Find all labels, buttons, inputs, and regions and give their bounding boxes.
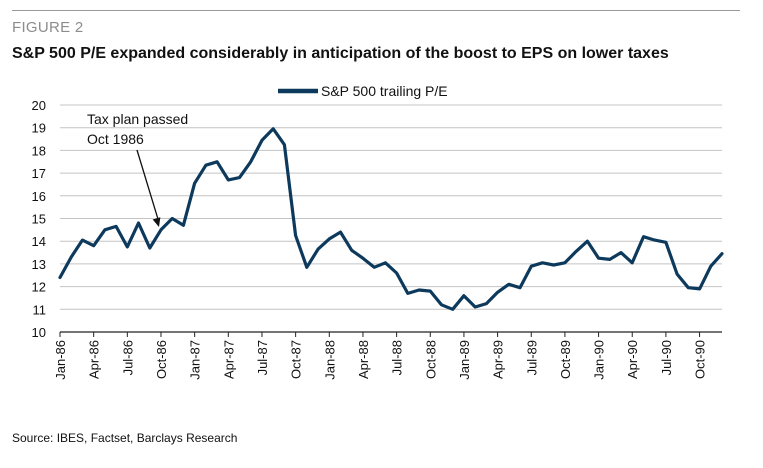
x-tick-label: Jan-89 xyxy=(457,340,472,380)
x-tick-label: Oct-90 xyxy=(693,340,708,379)
x-tick-label: Oct-89 xyxy=(558,340,573,379)
annotation-text: Tax plan passed xyxy=(87,111,188,127)
annotation-arrow-shaft xyxy=(136,149,159,220)
x-tick-label: Jul-90 xyxy=(659,340,674,375)
top-rule xyxy=(12,10,740,11)
x-tick-label: Jul-87 xyxy=(255,340,270,375)
axes: 10 11 12 13 14 15 16 17 18 19 20 Jan-86 Apr-86 Jul-86… xyxy=(32,98,722,380)
x-tick-label: Jan-88 xyxy=(322,340,337,380)
annotation-arrow-head xyxy=(152,217,161,228)
x-tick-label: Jul-88 xyxy=(390,340,405,375)
y-tick-label: 12 xyxy=(32,280,46,295)
legend-label: S&P 500 trailing P/E xyxy=(321,83,448,99)
legend: S&P 500 trailing P/E xyxy=(278,83,448,99)
figure-title: S&P 500 P/E expanded considerably in ant… xyxy=(12,45,669,62)
x-tick-label: Oct-86 xyxy=(154,340,169,379)
x-tick-label: Jul-89 xyxy=(524,340,539,375)
y-tick-label: 17 xyxy=(32,166,46,181)
series-line-0 xyxy=(58,127,724,311)
x-tick-label: Oct-87 xyxy=(289,340,304,379)
x-tick-label: Apr-88 xyxy=(356,340,371,379)
x-tick-label: Jan-87 xyxy=(188,340,203,380)
source-note: Source: IBES, Factset, Barclays Research xyxy=(12,431,238,445)
y-tick-label: 19 xyxy=(32,121,46,136)
annotation-text: Oct 1986 xyxy=(87,131,144,147)
x-tick-label: Apr-87 xyxy=(221,340,236,379)
y-tick-label: 13 xyxy=(32,257,46,272)
y-tick-label: 15 xyxy=(32,212,46,227)
annotation: Tax plan passed Oct 1986 xyxy=(87,111,188,228)
x-tick-label: Apr-86 xyxy=(87,340,102,379)
y-tick-label: 10 xyxy=(32,325,46,340)
x-tick-label: Jan-90 xyxy=(592,340,607,380)
x-tick-label: Apr-89 xyxy=(491,340,506,379)
x-tick-label: Oct-88 xyxy=(423,340,438,379)
y-tick-label: 20 xyxy=(32,98,46,113)
x-tick-label: Jan-86 xyxy=(53,340,68,380)
x-tick-label: Jul-86 xyxy=(120,340,135,375)
x-tick-label: Apr-90 xyxy=(625,340,640,379)
y-tick-label: 11 xyxy=(33,302,47,317)
y-tick-label: 14 xyxy=(32,234,46,249)
figure-label: FIGURE 2 xyxy=(12,19,84,36)
y-tick-label: 18 xyxy=(32,143,46,158)
series-layer xyxy=(58,127,724,311)
line-chart: 10 11 12 13 14 15 16 17 18 19 20 Jan-86 Apr-86 Jul-86… xyxy=(32,83,724,380)
gridlines xyxy=(60,104,722,310)
y-tick-label: 16 xyxy=(32,189,46,204)
